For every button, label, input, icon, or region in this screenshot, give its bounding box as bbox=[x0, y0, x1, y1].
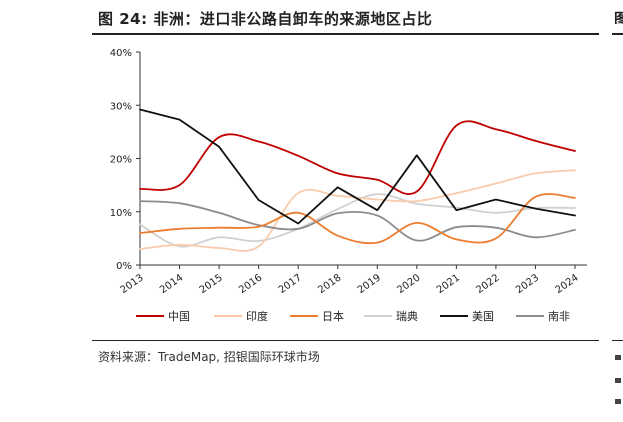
series-line-4 bbox=[139, 108, 576, 225]
chart-bottom-rule bbox=[92, 340, 599, 341]
y-tick-label: 40% bbox=[110, 48, 132, 59]
legend: 中国 印度 日本 瑞典 美国 南非 bbox=[136, 309, 570, 323]
x-tick-label: 2016 bbox=[237, 272, 264, 296]
x-tick-label: 2015 bbox=[198, 272, 225, 296]
series-layer bbox=[139, 108, 576, 252]
legend-label: 美国 bbox=[472, 310, 494, 323]
title-underline bbox=[92, 33, 599, 35]
y-axis: 0% 10% 20% 30% 40% bbox=[110, 48, 141, 272]
series-line-1 bbox=[139, 169, 576, 252]
next-panel-bottom-rule bbox=[612, 340, 623, 341]
series-line-3 bbox=[139, 193, 576, 248]
source-note: 资料来源：TradeMap, 招银国际环球市场 bbox=[98, 350, 320, 364]
next-panel-text-fragment bbox=[615, 378, 621, 383]
series-line-0 bbox=[139, 120, 576, 195]
legend-label: 南非 bbox=[548, 310, 570, 323]
legend-label: 印度 bbox=[246, 309, 268, 323]
series-line-2 bbox=[139, 193, 576, 245]
x-tick-label: 2017 bbox=[277, 272, 304, 296]
legend-label: 日本 bbox=[322, 309, 344, 323]
legend-label: 中国 bbox=[168, 310, 190, 323]
next-panel-text-fragment bbox=[615, 399, 621, 404]
y-tick-label: 0% bbox=[116, 261, 132, 272]
y-tick-label: 10% bbox=[110, 208, 132, 219]
y-tick-label: 30% bbox=[110, 101, 132, 112]
x-tick-label: 2019 bbox=[356, 272, 383, 296]
x-tick-label: 2014 bbox=[158, 272, 185, 296]
x-tick-label: 2023 bbox=[514, 272, 541, 296]
x-tick-label: 2013 bbox=[119, 272, 146, 296]
x-tick-label: 2020 bbox=[395, 272, 422, 296]
x-tick-label: 2024 bbox=[554, 272, 581, 296]
next-panel-title-fragment: 图 bbox=[614, 10, 623, 24]
y-tick-label: 20% bbox=[110, 155, 132, 166]
next-panel-text-fragment bbox=[615, 355, 621, 360]
x-tick-label: 2018 bbox=[316, 272, 343, 296]
legend-label: 瑞典 bbox=[396, 309, 418, 323]
next-panel-top-rule bbox=[612, 33, 623, 35]
x-tick-label: 2021 bbox=[435, 272, 462, 296]
x-tick-label: 2022 bbox=[474, 272, 501, 296]
x-axis: 2013 2014 2015 2016 2017 2018 2019 2020 2021 2022… bbox=[119, 264, 587, 296]
chart-title: 图 24: 非洲：进口非公路自卸车的来源地区占比 bbox=[98, 10, 433, 28]
line-chart: 0%10%20%30%40% 2013 2014 2015 2016 2017 2018 2… bbox=[110, 48, 587, 323]
series-line-5 bbox=[139, 200, 576, 242]
